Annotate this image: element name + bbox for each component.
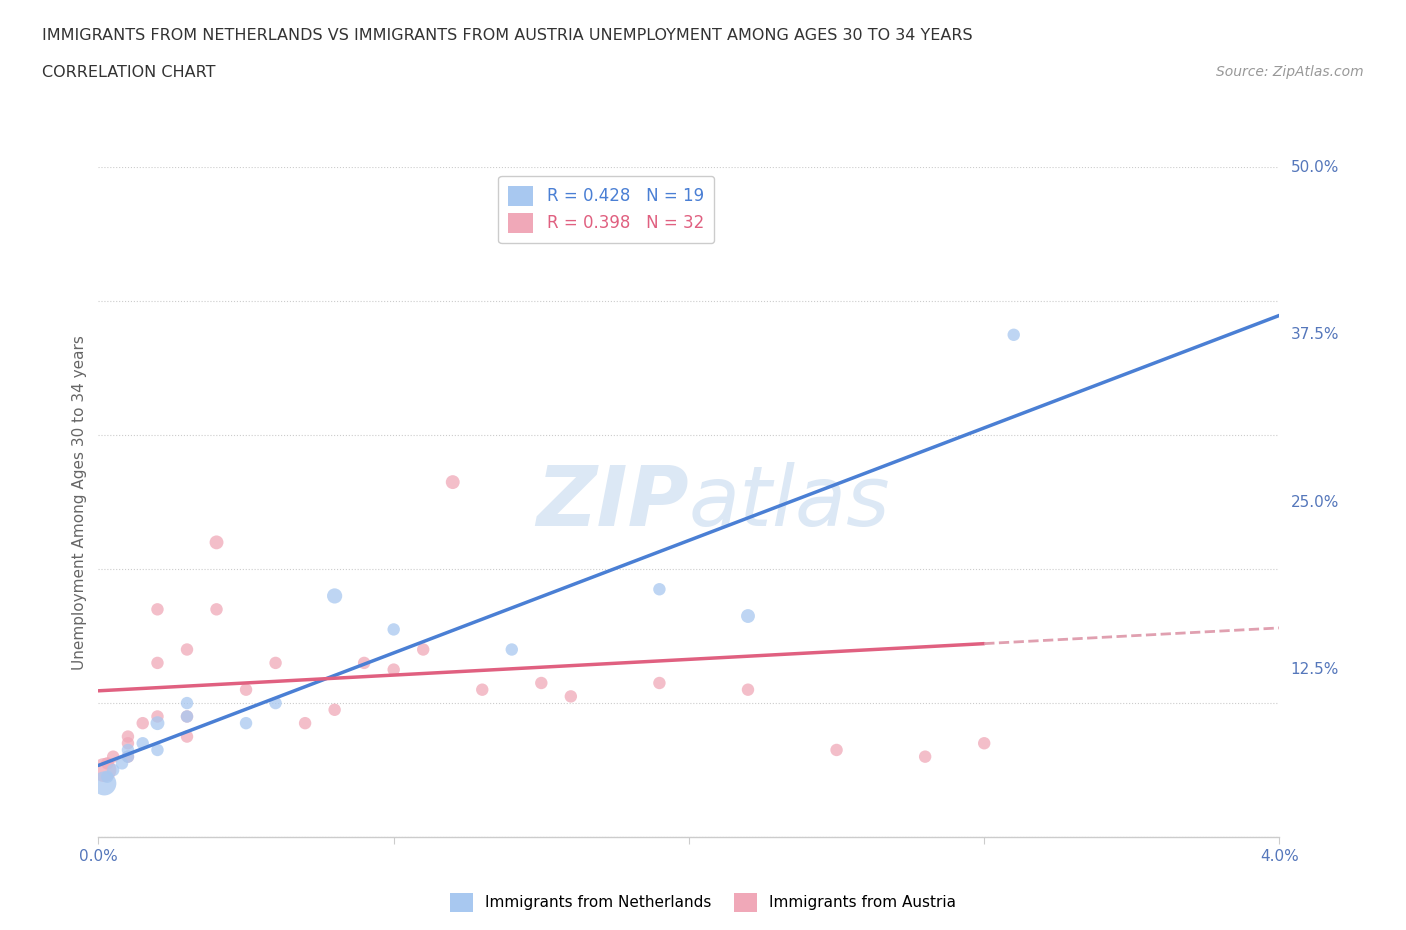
- Point: [323, 702, 346, 717]
- Point: [146, 602, 169, 617]
- Text: Source: ZipAtlas.com: Source: ZipAtlas.com: [1216, 65, 1364, 79]
- Point: [294, 716, 316, 731]
- Point: [412, 642, 434, 657]
- Point: [176, 642, 198, 657]
- Point: [93, 776, 115, 790]
- Point: [1002, 327, 1025, 342]
- Point: [96, 769, 118, 784]
- Point: [176, 729, 198, 744]
- Point: [560, 689, 582, 704]
- Point: [146, 742, 169, 757]
- Text: CORRELATION CHART: CORRELATION CHART: [42, 65, 215, 80]
- Text: 37.5%: 37.5%: [1291, 327, 1339, 342]
- Point: [176, 709, 198, 724]
- Text: 50.0%: 50.0%: [1291, 160, 1339, 175]
- Point: [146, 656, 169, 671]
- Point: [117, 736, 139, 751]
- Legend: Immigrants from Netherlands, Immigrants from Austria: Immigrants from Netherlands, Immigrants …: [444, 887, 962, 918]
- Point: [146, 709, 169, 724]
- Point: [117, 742, 139, 757]
- Point: [93, 763, 115, 777]
- Point: [111, 756, 134, 771]
- Y-axis label: Unemployment Among Ages 30 to 34 years: Unemployment Among Ages 30 to 34 years: [72, 335, 87, 670]
- Point: [205, 535, 228, 550]
- Point: [382, 662, 405, 677]
- Legend: R = 0.428   N = 19, R = 0.398   N = 32: R = 0.428 N = 19, R = 0.398 N = 32: [499, 176, 714, 243]
- Point: [264, 696, 287, 711]
- Point: [353, 656, 375, 671]
- Point: [441, 474, 464, 489]
- Point: [176, 709, 198, 724]
- Point: [264, 656, 287, 671]
- Point: [146, 716, 169, 731]
- Point: [205, 602, 228, 617]
- Point: [96, 756, 118, 771]
- Text: atlas: atlas: [689, 461, 890, 543]
- Text: 25.0%: 25.0%: [1291, 495, 1339, 510]
- Point: [501, 642, 523, 657]
- Point: [530, 675, 553, 690]
- Text: IMMIGRANTS FROM NETHERLANDS VS IMMIGRANTS FROM AUSTRIA UNEMPLOYMENT AMONG AGES 3: IMMIGRANTS FROM NETHERLANDS VS IMMIGRANT…: [42, 28, 973, 43]
- Point: [737, 608, 759, 623]
- Point: [176, 696, 198, 711]
- Point: [235, 716, 257, 731]
- Point: [103, 750, 124, 764]
- Point: [323, 589, 346, 604]
- Point: [235, 683, 257, 698]
- Text: ZIP: ZIP: [536, 461, 689, 543]
- Text: 12.5%: 12.5%: [1291, 662, 1339, 677]
- Point: [914, 750, 936, 764]
- Point: [382, 622, 405, 637]
- Point: [103, 763, 124, 777]
- Point: [619, 220, 641, 235]
- Point: [648, 675, 671, 690]
- Point: [825, 742, 848, 757]
- Point: [117, 750, 139, 764]
- Point: [117, 750, 139, 764]
- Point: [117, 729, 139, 744]
- Point: [132, 716, 155, 731]
- Point: [648, 582, 671, 597]
- Point: [973, 736, 995, 751]
- Point: [471, 683, 494, 698]
- Point: [737, 683, 759, 698]
- Point: [132, 736, 155, 751]
